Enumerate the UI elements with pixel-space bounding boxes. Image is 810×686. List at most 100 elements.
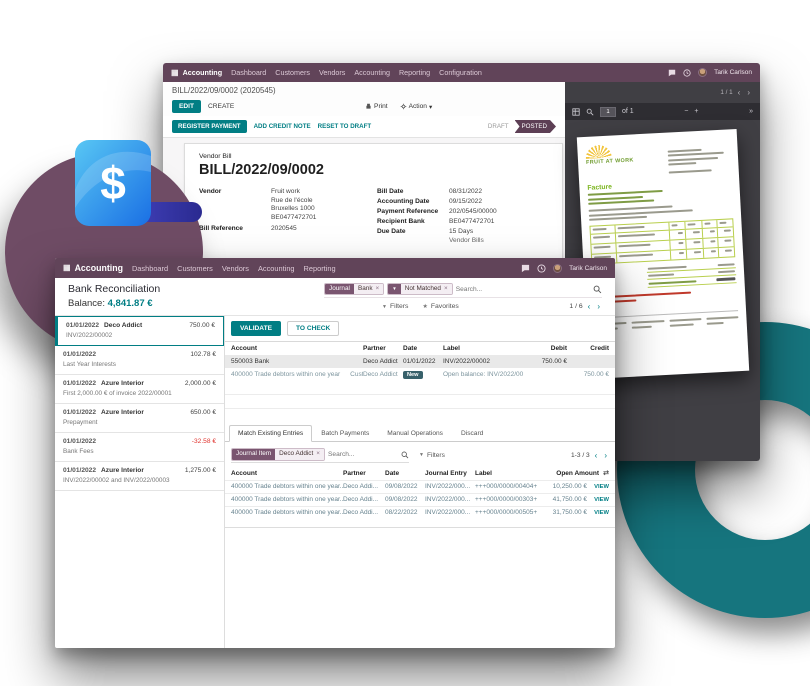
statement-line[interactable]: 01/01/2022 Azure Interior 2,000.00 € Fir…: [55, 375, 224, 405]
recipient-bank-value[interactable]: BE0477472701: [449, 218, 495, 225]
add-credit-note-button[interactable]: ADD CREDIT NOTE: [253, 123, 311, 130]
col-partner[interactable]: Partner: [343, 469, 366, 477]
col-credit[interactable]: Credit: [590, 345, 609, 353]
menu-vendors[interactable]: Vendors: [319, 68, 346, 77]
app-switcher[interactable]: ▦ Accounting: [171, 68, 222, 77]
register-payment-button[interactable]: REGISTER PAYMENT: [172, 120, 247, 133]
col-date[interactable]: Date: [403, 345, 418, 353]
bill-reference-value[interactable]: 2020545: [271, 225, 297, 232]
pager-previous-icon[interactable]: ‹: [587, 302, 593, 312]
table-row[interactable]: 400000 Trade debtors within one year... …: [225, 492, 615, 506]
create-button[interactable]: CREATE: [208, 103, 235, 110]
menu-vendors[interactable]: Vendors: [221, 263, 249, 273]
facet-journal[interactable]: Journal Bank ×: [324, 283, 385, 296]
zoom-in-icon[interactable]: +: [694, 108, 699, 115]
tab-manual-operations[interactable]: Manual Operations: [387, 430, 443, 438]
pager-next-icon[interactable]: ›: [597, 302, 602, 312]
col-account[interactable]: Account: [231, 469, 257, 477]
search-icon[interactable]: [401, 451, 409, 459]
remove-facet-icon[interactable]: ×: [443, 285, 448, 292]
activities-clock-icon[interactable]: [683, 68, 691, 77]
col-account[interactable]: Account: [231, 345, 257, 353]
avatar[interactable]: [553, 263, 563, 273]
attachment-prev-icon[interactable]: ‹: [737, 88, 743, 97]
thumbnails-icon[interactable]: [572, 107, 580, 116]
tab-match-existing-entries[interactable]: Match Existing Entries: [229, 425, 313, 443]
activities-clock-icon[interactable]: [537, 263, 546, 273]
pdf-search-icon[interactable]: [586, 108, 594, 116]
match-pager-next-icon[interactable]: ›: [604, 451, 609, 461]
due-date-value[interactable]: 15 Days: [449, 228, 474, 235]
match-pager-previous-icon[interactable]: ‹: [594, 451, 600, 461]
reset-to-draft-button[interactable]: RESET TO DRAFT: [317, 123, 372, 130]
view-link[interactable]: VIEW: [594, 509, 609, 516]
match-filters-button[interactable]: ▼ Filters: [419, 452, 445, 460]
col-open-amount[interactable]: Open Amount: [556, 469, 599, 477]
breadcrumb[interactable]: BILL/2022/09/0002 (2020545): [172, 86, 276, 95]
search-bar[interactable]: Journal Bank × ▼ Not Matched ×: [324, 283, 602, 299]
favorites-button[interactable]: ★ Favorites: [422, 303, 459, 311]
facet-journal-item[interactable]: Journal Item Deco Addict ×: [231, 448, 326, 461]
table-row[interactable]: 400000 Trade debtors within one year Cust…: [231, 371, 609, 380]
state-draft[interactable]: DRAFT: [487, 123, 509, 130]
action-menu[interactable]: Action ▾: [400, 103, 432, 111]
filters-button[interactable]: ▼ Filters: [382, 303, 409, 311]
attachment-next-icon[interactable]: ›: [747, 88, 752, 97]
pdf-page-input[interactable]: [600, 106, 616, 117]
col-partner[interactable]: Partner: [363, 345, 386, 353]
state-posted[interactable]: POSTED: [515, 120, 556, 133]
to-check-button[interactable]: TO CHECK: [287, 321, 340, 337]
remove-facet-icon[interactable]: ×: [375, 285, 380, 292]
tab-batch-payments[interactable]: Batch Payments: [321, 430, 370, 438]
user-name[interactable]: Tarik Carlson: [569, 264, 607, 272]
swap-columns-icon[interactable]: ⇄: [603, 470, 609, 478]
payment-reference-value[interactable]: 202/0545/00000: [449, 208, 497, 215]
table-row[interactable]: 400000 Trade debtors within one year... …: [225, 505, 615, 519]
doc-type-label: Vendor Bill: [199, 153, 232, 160]
search-icon[interactable]: [593, 285, 602, 294]
col-date[interactable]: Date: [385, 469, 400, 477]
avatar[interactable]: [698, 68, 708, 77]
statement-line[interactable]: 01/01/2022 Azure Interior 1,275.00 € INV…: [55, 462, 224, 492]
table-row[interactable]: 550003 Bank Deco Addict 01/01/2022 INV/2…: [225, 355, 615, 369]
facet-not-matched[interactable]: ▼ Not Matched ×: [387, 283, 453, 296]
app-switcher[interactable]: ▦ Accounting: [63, 263, 123, 273]
menu-customers[interactable]: Customers: [275, 68, 311, 77]
view-link[interactable]: VIEW: [594, 483, 609, 490]
statement-line[interactable]: 01/01/2022 Deco Addict 750.00 € INV/2022…: [55, 316, 224, 347]
edit-button[interactable]: EDIT: [172, 100, 202, 113]
match-search-input[interactable]: [328, 451, 398, 459]
col-label[interactable]: Label: [475, 469, 492, 477]
vendor-link[interactable]: Fruit work: [271, 188, 300, 195]
discard-button[interactable]: Discard: [460, 430, 484, 438]
validate-button[interactable]: VALIDATE: [231, 321, 281, 337]
search-input[interactable]: [455, 285, 590, 293]
menu-accounting[interactable]: Accounting: [354, 68, 390, 77]
table-row[interactable]: 400000 Trade debtors within one year... …: [225, 479, 615, 493]
statement-line[interactable]: 01/01/2022 Azure Interior 650.00 € Prepa…: [55, 404, 224, 434]
recipient-bank-label: Recipient Bank: [377, 218, 425, 225]
col-debit[interactable]: Debit: [550, 345, 567, 353]
accounting-date-value[interactable]: 09/15/2022: [449, 198, 483, 205]
pdf-more-icon[interactable]: »: [749, 108, 753, 115]
menu-dashboard[interactable]: Dashboard: [131, 263, 169, 273]
menu-reporting[interactable]: Reporting: [398, 68, 431, 77]
print-menu[interactable]: Print: [365, 103, 388, 110]
user-name[interactable]: Tarik Carlson: [714, 69, 752, 76]
statement-line[interactable]: 01/01/2022 -32.58 € Bank Fees: [55, 433, 224, 463]
view-link[interactable]: VIEW: [594, 496, 609, 503]
messages-icon[interactable]: [668, 69, 676, 77]
menu-accounting[interactable]: Accounting: [257, 263, 295, 273]
col-label[interactable]: Label: [443, 345, 460, 353]
menu-configuration[interactable]: Configuration: [439, 68, 482, 77]
bill-date-value[interactable]: 08/31/2022: [449, 188, 483, 195]
menu-reporting[interactable]: Reporting: [303, 263, 336, 273]
messages-icon[interactable]: [521, 264, 530, 273]
menu-customers[interactable]: Customers: [177, 263, 213, 273]
remove-facet-icon[interactable]: ×: [316, 450, 321, 458]
col-journal-entry[interactable]: Journal Entry: [425, 469, 467, 477]
zoom-out-icon[interactable]: −: [684, 108, 689, 115]
menu-dashboard[interactable]: Dashboard: [231, 68, 267, 77]
match-search-bar[interactable]: Journal Item Deco Addict ×: [231, 448, 409, 463]
statement-line[interactable]: 01/01/2022 102.78 € Last Year Interests: [55, 346, 224, 376]
